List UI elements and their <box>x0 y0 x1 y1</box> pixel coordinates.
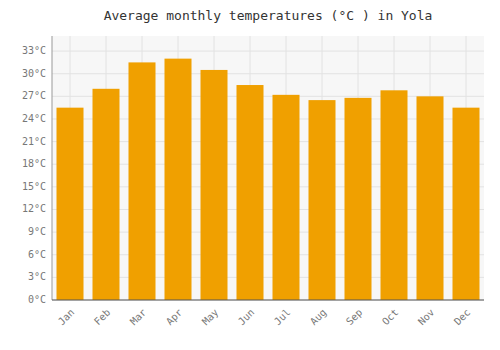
y-tick-label: 33°C <box>22 45 46 56</box>
x-tick-label: Feb <box>92 307 113 328</box>
chart-container: 0°C 3°C 6°C 9°C 12°C 15°C 18°C 21°C 24°C 27°C 30°C… <box>0 0 500 350</box>
bars <box>57 59 480 300</box>
y-tick-label: 24°C <box>22 113 46 124</box>
y-tick-label: 27°C <box>22 90 46 101</box>
bar <box>309 100 336 300</box>
chart: 0°C 3°C 6°C 9°C 12°C 15°C 18°C 21°C 24°C 27°C 30°C… <box>0 0 500 350</box>
bar <box>273 95 300 300</box>
y-tick-label: 12°C <box>22 203 46 214</box>
y-grid-line <box>52 73 484 74</box>
y-tick-label: 30°C <box>22 68 46 79</box>
y-grid-line <box>52 51 484 52</box>
bar <box>165 59 192 300</box>
y-tick-label: 18°C <box>22 158 46 169</box>
bar <box>345 98 372 300</box>
x-tick-label: Dec <box>452 307 473 328</box>
bar <box>93 89 120 300</box>
y-tick-label: 3°C <box>28 271 46 282</box>
y-tick-label: 15°C <box>22 181 46 192</box>
x-tick-label: Mar <box>128 307 149 328</box>
x-axis-line <box>52 300 484 301</box>
grid <box>52 36 484 300</box>
y-axis-line <box>52 36 53 300</box>
y-tick-label: 0°C <box>28 294 46 305</box>
y-grid-line <box>52 300 484 301</box>
x-tick-label: Nov <box>416 307 437 328</box>
y-tick-label: 9°C <box>28 226 46 237</box>
bar <box>129 62 156 300</box>
x-tick-label: Jun <box>236 307 257 328</box>
title: Average monthly temperatures (°C ) in Yo… <box>104 8 433 23</box>
y-tick-label: 21°C <box>22 136 46 147</box>
bar <box>237 85 264 300</box>
x-tick-label: Apr <box>164 307 185 328</box>
bar <box>57 108 84 300</box>
x-tick-label: Aug <box>308 307 329 328</box>
bar <box>201 70 228 300</box>
x-tick-label: Sep <box>344 307 365 328</box>
x-tick-label: Jul <box>272 307 293 328</box>
bar <box>417 96 444 300</box>
x-tick-label: Jan <box>56 307 77 328</box>
bar <box>453 108 480 300</box>
x-tick-label: May <box>200 307 221 328</box>
y-tick-label: 6°C <box>28 249 46 260</box>
plot-background <box>52 36 484 300</box>
x-tick-label: Oct <box>380 307 401 328</box>
bar <box>381 90 408 300</box>
